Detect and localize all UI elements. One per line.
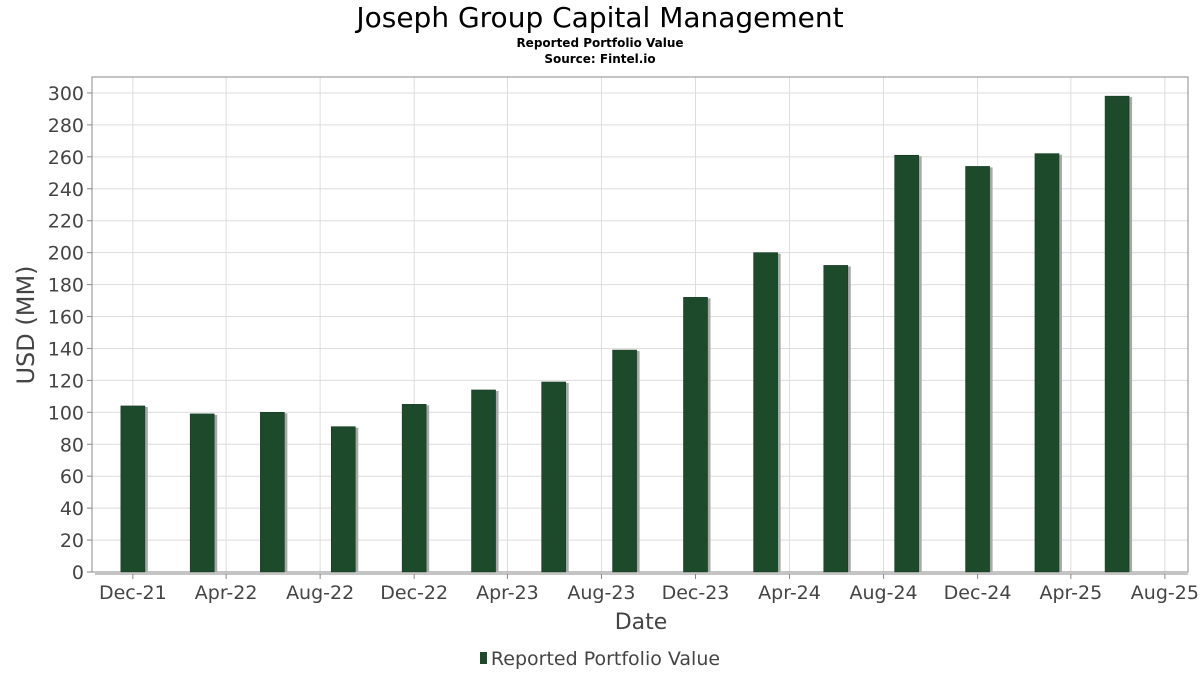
y-tick-label: 220 [48,211,84,233]
bar [753,252,781,573]
y-tick-label: 160 [48,307,84,329]
y-tick-label: 20 [60,530,84,552]
bar [471,389,499,573]
bar-rect [401,404,427,573]
y-tick-label: 240 [48,179,84,201]
y-tick-label: 40 [60,498,84,520]
x-tick-label: Apr-24 [758,582,821,604]
bar [612,349,640,573]
legend: Reported Portfolio Value [0,648,1200,670]
y-tick-label: 80 [60,434,84,456]
bar [965,166,993,573]
bar-rect [753,252,778,573]
plot-area [91,76,1189,573]
y-tick-label: 120 [48,370,84,392]
y-tick-label: 100 [48,402,84,424]
bar [401,404,430,573]
x-tick-label: Dec-24 [944,582,1012,604]
bar [894,154,922,573]
bar-rect [823,265,849,573]
bar [1104,95,1133,573]
bar-series [120,95,1133,573]
bar-rect [260,412,285,573]
y-tick-label: 280 [48,115,84,137]
y-tick-label: 60 [60,466,84,488]
x-axis-label: Date [615,610,668,635]
y-tick-label: 200 [48,243,84,265]
bar-rect [120,405,146,573]
bar [120,405,148,573]
bar [330,426,359,573]
x-tick-label: Dec-22 [380,582,448,604]
x-tick-label: Apr-25 [1040,582,1103,604]
y-tick-label: 140 [48,338,84,360]
bar-rect [189,413,215,573]
x-tick-label: Apr-23 [476,582,539,604]
y-axis-label: USD (MM) [12,265,40,384]
x-tick-label: Apr-22 [195,582,258,604]
x-tick-label: Dec-23 [662,582,730,604]
bar-rect [1034,153,1060,573]
bar-rect [330,426,356,573]
bar [189,413,218,573]
x-tick-label: Aug-25 [1131,582,1199,604]
x-tick-label: Aug-22 [286,582,354,604]
legend-swatch [479,652,487,664]
bar [1034,153,1062,573]
bar [260,412,288,573]
bar [683,297,711,573]
bar-rect [683,297,708,573]
legend-label: Reported Portfolio Value [490,648,721,670]
chart-source: Source: Fintel.io [544,52,656,66]
bar-rect [612,349,637,573]
grid-lines [92,77,1188,573]
y-tick-label: 260 [48,147,84,169]
bar [823,265,851,573]
x-tick-label: Aug-23 [567,582,635,604]
bar-rect [1104,95,1130,573]
chart-title: Joseph Group Capital Management [356,1,844,34]
bar [541,381,569,573]
bar-rect [965,166,990,573]
y-axis-ticks: 0 20 40 60 80 100 120 140 160 180 200 220 240 260 280 3… [48,83,92,584]
bar-rect [894,154,919,573]
bar-rect [541,381,566,573]
y-tick-label: 300 [48,83,84,105]
y-tick-label: 0 [72,562,84,584]
chart-subtitle: Reported Portfolio Value [516,36,684,50]
x-axis-ticks: Dec-21 Apr-22 Aug-22 Dec-22 Apr-23 Aug-23 Dec-… [99,574,1199,604]
x-tick-label: Aug-24 [849,582,917,604]
bar-rect [471,389,496,573]
y-tick-label: 180 [48,275,84,297]
x-tick-label: Dec-21 [99,582,167,604]
